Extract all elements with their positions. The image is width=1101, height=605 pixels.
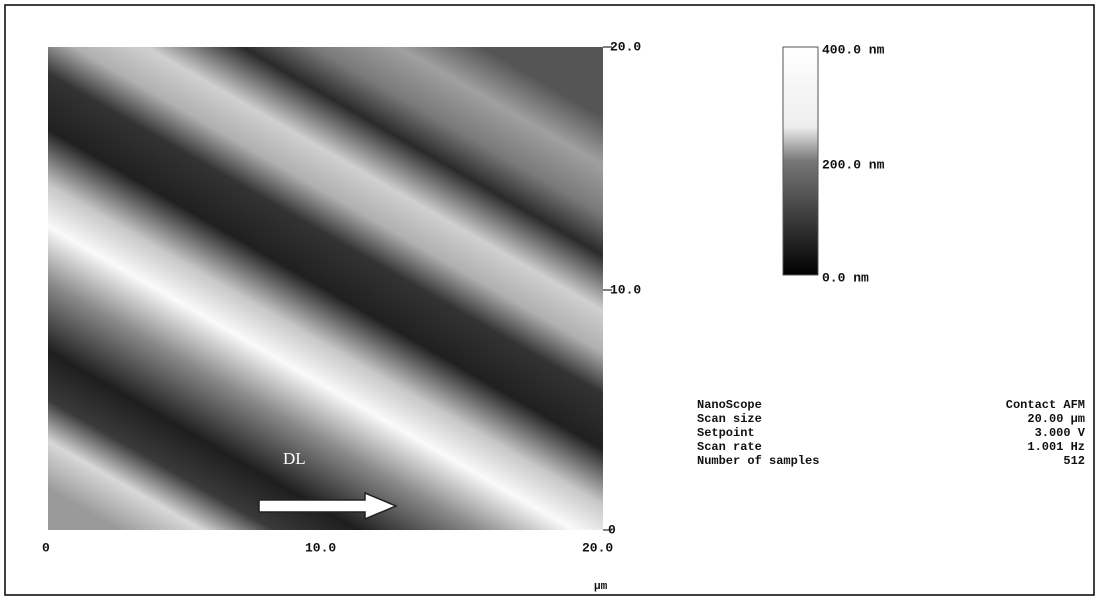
annotation: DL (283, 449, 306, 468)
color-bar-label: 200.0 nm (822, 157, 885, 172)
x-label: 0 (42, 540, 50, 555)
y-label: 10.0 (610, 282, 641, 297)
color-bar-label: 400.0 nm (822, 42, 885, 57)
x-label: 10.0 (305, 540, 336, 555)
x-label: 20.0 (582, 540, 613, 555)
info-key: Scan size (697, 412, 762, 426)
info-key: NanoScope (697, 398, 762, 412)
y-label: 20.0 (610, 39, 641, 54)
frame (4, 4, 1095, 596)
info-value: Contact AFM (1006, 398, 1085, 412)
x-unit: µm (594, 581, 608, 593)
color-bar-label: 0.0 nm (822, 270, 869, 285)
info-key: Scan rate (697, 440, 762, 454)
arrow (258, 491, 398, 521)
info-table: NanoScope Contact AFM Scan size 20.00 µm Set… (697, 398, 1086, 468)
info-key: Number of samples (697, 454, 819, 468)
y-label: 0 (608, 522, 616, 537)
afm-image (48, 47, 603, 530)
color-bar (782, 46, 819, 276)
info-value: 20.00 µm (1027, 412, 1085, 426)
info-value: 3.000 V (1035, 426, 1086, 440)
info-value: 1.001 Hz (1027, 440, 1085, 454)
info-value: 512 (1063, 454, 1085, 468)
info-key: Setpoint (697, 426, 755, 440)
